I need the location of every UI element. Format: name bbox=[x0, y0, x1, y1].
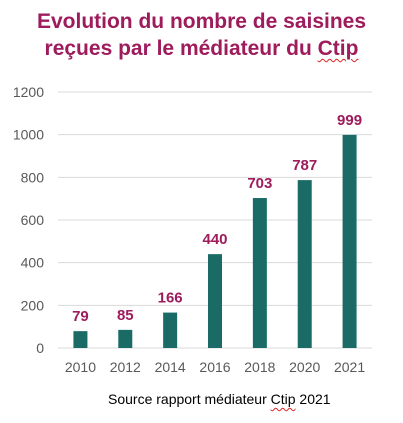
source-note: Source rapport médiateur Ctip 2021 bbox=[108, 391, 331, 407]
source-suffix: 2021 bbox=[295, 391, 331, 407]
chart-title-ctip: Ctip bbox=[317, 37, 359, 60]
y-tick-label: 600 bbox=[21, 212, 45, 228]
x-tick-label: 2020 bbox=[289, 359, 320, 375]
data-label: 787 bbox=[292, 157, 317, 174]
x-tick-label: 2014 bbox=[155, 359, 186, 375]
bar bbox=[163, 312, 178, 348]
y-tick-label: 1200 bbox=[13, 84, 44, 100]
data-label: 999 bbox=[337, 112, 362, 129]
x-tick-label: 2012 bbox=[110, 359, 141, 375]
bar bbox=[118, 329, 133, 348]
source-ctip: Ctip bbox=[270, 391, 296, 407]
data-label: 440 bbox=[202, 231, 227, 248]
y-tick-label: 800 bbox=[21, 169, 45, 185]
data-label: 79 bbox=[72, 308, 89, 325]
x-tick-label: 2010 bbox=[65, 359, 96, 375]
bar bbox=[297, 180, 312, 348]
y-tick-label: 400 bbox=[21, 255, 45, 271]
chart-title-line-2-text: reçues par le médiateur du bbox=[44, 37, 318, 60]
chart-title-line-2: reçues par le médiateur du Ctip bbox=[0, 35, 403, 62]
x-tick-label: 2018 bbox=[244, 359, 275, 375]
source-prefix: Source rapport médiateur bbox=[108, 391, 271, 407]
data-label: 85 bbox=[117, 307, 134, 324]
y-tick-label: 0 bbox=[36, 340, 44, 356]
x-tick-label: 2016 bbox=[199, 359, 230, 375]
bar bbox=[73, 331, 88, 348]
bar bbox=[252, 198, 267, 348]
bar bbox=[342, 134, 357, 348]
x-tick-label: 2021 bbox=[334, 359, 365, 375]
y-tick-label: 1000 bbox=[13, 127, 44, 143]
chart-title-line-1: Evolution du nombre de saisines bbox=[36, 10, 367, 33]
data-label: 703 bbox=[247, 175, 272, 192]
chart-title: Evolution du nombre de saisines reçues p… bbox=[0, 8, 403, 62]
bar bbox=[208, 254, 222, 348]
data-label: 166 bbox=[158, 290, 183, 307]
y-tick-label: 200 bbox=[21, 297, 45, 313]
